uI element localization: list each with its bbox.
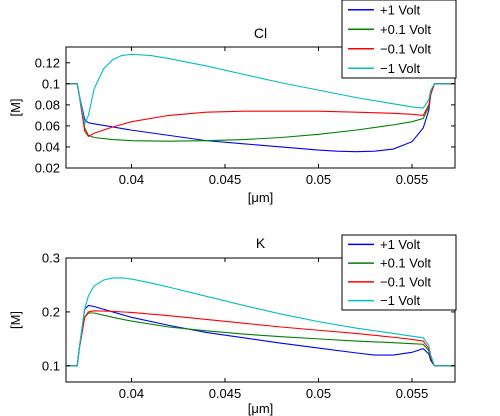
legend: +1 Volt +0.1 Volt −0.1 Volt −1 Volt	[341, 234, 457, 311]
x-axis-label: [μm]	[248, 190, 274, 205]
x-tick-label: 0.045	[209, 386, 242, 401]
series-line-4	[66, 277, 455, 367]
series-line-3	[66, 310, 455, 367]
x-tick-label: 0.055	[396, 172, 429, 187]
x-tick-label: 0.045	[209, 172, 242, 187]
y-tick-label: 0.04	[35, 139, 60, 154]
series-line-1	[66, 83, 455, 153]
legend-label: −0.1 Volt	[380, 274, 431, 289]
legend-label: +1 Volt	[380, 2, 421, 17]
y-axis-label: [M]	[8, 311, 23, 329]
y-tick-label: 0.3	[42, 251, 60, 266]
legend-label: +1 Volt	[380, 237, 421, 252]
chart-title: Cl	[254, 25, 267, 41]
legend-box	[341, 0, 457, 79]
x-tick-label: 0.04	[119, 172, 144, 187]
y-tick-label: 0.1	[42, 76, 60, 91]
chart-panel-2: 0.04 0.045 0.05 0.055 0.1 0.2 0.3 K [μm] [M] +1 Vo…	[8, 234, 457, 416]
series-line-4	[66, 53, 455, 126]
x-tick-label: 0.055	[396, 386, 429, 401]
y-tick-label: 0.2	[42, 304, 60, 319]
legend-label: +0.1 Volt	[380, 256, 431, 271]
y-tick-label: 0.08	[35, 97, 60, 112]
y-tick-label: 0.1	[42, 358, 60, 373]
legend-label: −1 Volt	[380, 61, 421, 76]
y-axis-label: [M]	[8, 98, 23, 116]
chart-title: K	[256, 235, 266, 251]
series-line-2	[66, 83, 455, 142]
series-line-3	[66, 83, 455, 138]
x-tick-label: 0.04	[119, 386, 144, 401]
series-group	[66, 53, 455, 153]
x-tick-label: 0.05	[306, 386, 331, 401]
series-line-1	[66, 304, 455, 367]
y-tick-label: 0.02	[35, 161, 60, 176]
legend-label: −0.1 Volt	[380, 41, 431, 56]
legend-box	[341, 234, 457, 311]
x-tick-label: 0.05	[306, 172, 331, 187]
legend: +1 Volt +0.1 Volt −0.1 Volt −1 Volt	[341, 0, 457, 79]
legend-label: −1 Volt	[380, 293, 421, 308]
legend-label: +0.1 Volt	[380, 22, 431, 37]
y-tick-label: 0.06	[35, 118, 60, 133]
chart-panel-1: 0.04 0.045 0.05 0.055 0.02 0.04 0.06 0.08 0.1 0.1…	[8, 0, 457, 205]
series-group	[66, 277, 455, 367]
x-axis-label: [μm]	[248, 401, 274, 416]
y-tick-label: 0.12	[35, 55, 60, 70]
